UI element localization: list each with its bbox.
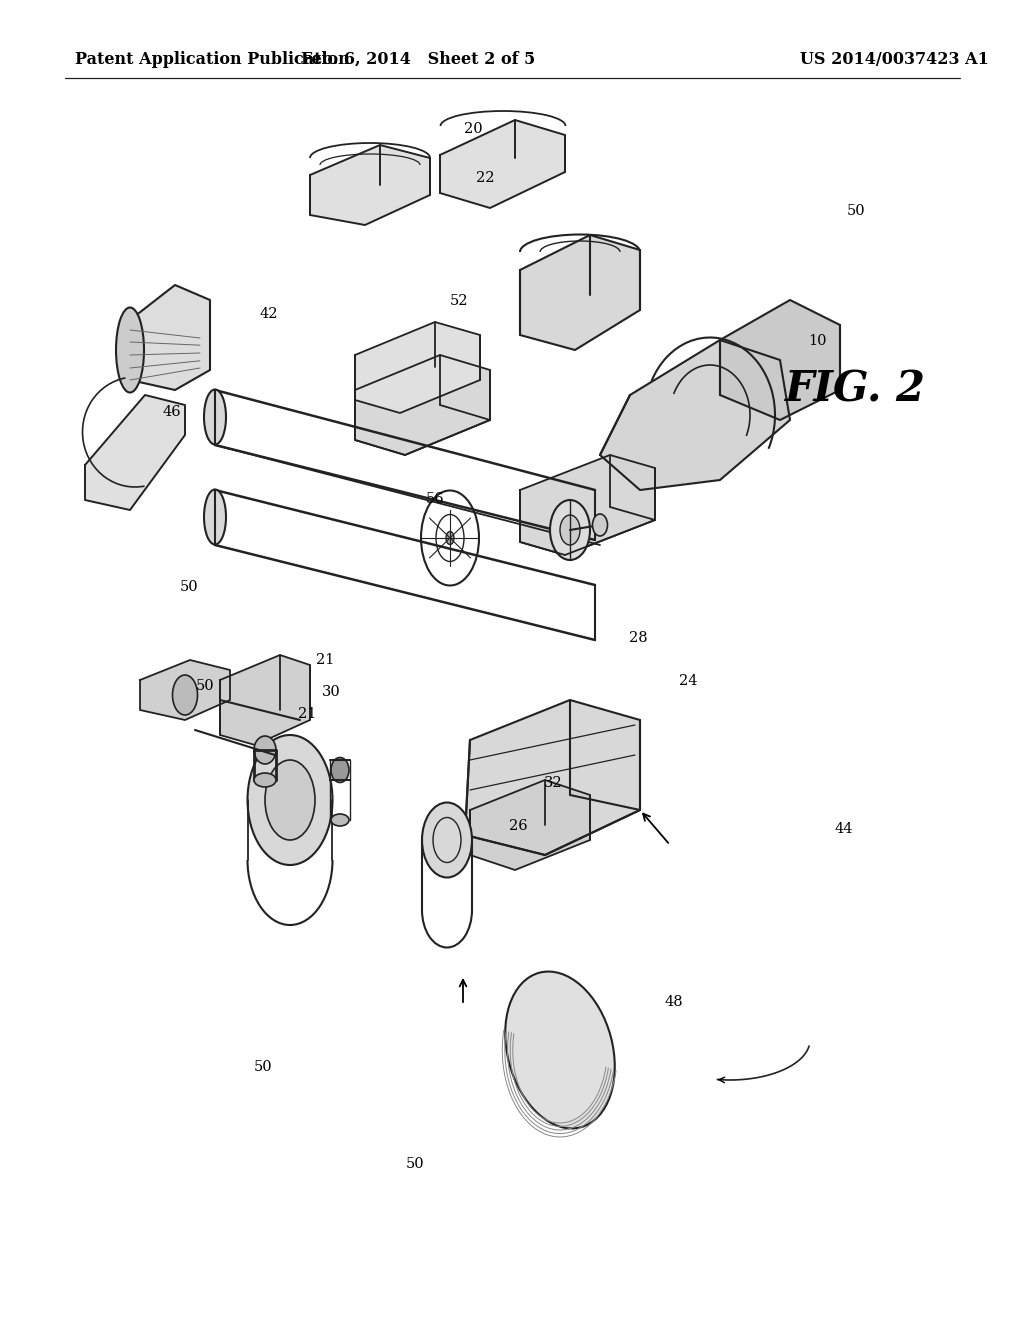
Text: 26: 26 xyxy=(509,820,527,833)
Text: 46: 46 xyxy=(163,405,181,418)
Ellipse shape xyxy=(505,972,614,1129)
Text: 50: 50 xyxy=(254,1060,272,1073)
Polygon shape xyxy=(85,395,185,510)
Ellipse shape xyxy=(265,760,315,840)
Ellipse shape xyxy=(254,774,276,787)
Ellipse shape xyxy=(116,308,144,392)
Text: 24: 24 xyxy=(679,675,697,688)
Polygon shape xyxy=(600,341,790,490)
Ellipse shape xyxy=(560,515,580,545)
Ellipse shape xyxy=(204,389,226,445)
Ellipse shape xyxy=(331,758,349,783)
Text: Patent Application Publication: Patent Application Publication xyxy=(75,51,350,69)
Polygon shape xyxy=(440,120,565,209)
Text: 21: 21 xyxy=(316,653,335,667)
Polygon shape xyxy=(355,355,490,455)
Text: 56: 56 xyxy=(426,492,444,506)
Text: 48: 48 xyxy=(665,995,683,1008)
Text: 42: 42 xyxy=(259,308,278,321)
Polygon shape xyxy=(470,780,590,870)
Ellipse shape xyxy=(254,737,276,764)
Ellipse shape xyxy=(331,814,349,826)
Polygon shape xyxy=(140,660,230,719)
Text: 50: 50 xyxy=(847,205,865,218)
Text: 21: 21 xyxy=(298,708,316,721)
Polygon shape xyxy=(465,700,640,855)
Text: 50: 50 xyxy=(406,1158,424,1171)
Text: 44: 44 xyxy=(835,822,853,836)
Text: 50: 50 xyxy=(180,581,199,594)
Text: 32: 32 xyxy=(544,776,562,789)
Text: 30: 30 xyxy=(322,685,340,698)
Ellipse shape xyxy=(248,735,333,865)
Polygon shape xyxy=(355,322,480,413)
Text: 20: 20 xyxy=(464,123,482,136)
Text: 28: 28 xyxy=(629,631,647,644)
Ellipse shape xyxy=(204,490,226,544)
Ellipse shape xyxy=(446,532,454,544)
Polygon shape xyxy=(720,300,840,420)
Polygon shape xyxy=(310,145,430,224)
Polygon shape xyxy=(520,455,655,554)
Ellipse shape xyxy=(172,675,198,715)
Text: 22: 22 xyxy=(476,172,495,185)
Polygon shape xyxy=(130,285,210,389)
Polygon shape xyxy=(220,655,310,744)
Ellipse shape xyxy=(422,803,472,878)
Text: Feb. 6, 2014   Sheet 2 of 5: Feb. 6, 2014 Sheet 2 of 5 xyxy=(301,51,536,69)
Text: FIG. 2: FIG. 2 xyxy=(784,368,926,411)
Text: 52: 52 xyxy=(450,294,468,308)
Ellipse shape xyxy=(550,500,590,560)
Text: 50: 50 xyxy=(196,680,214,693)
Text: 10: 10 xyxy=(808,334,826,347)
Text: US 2014/0037423 A1: US 2014/0037423 A1 xyxy=(800,51,989,69)
Polygon shape xyxy=(520,235,640,350)
Ellipse shape xyxy=(593,513,607,536)
